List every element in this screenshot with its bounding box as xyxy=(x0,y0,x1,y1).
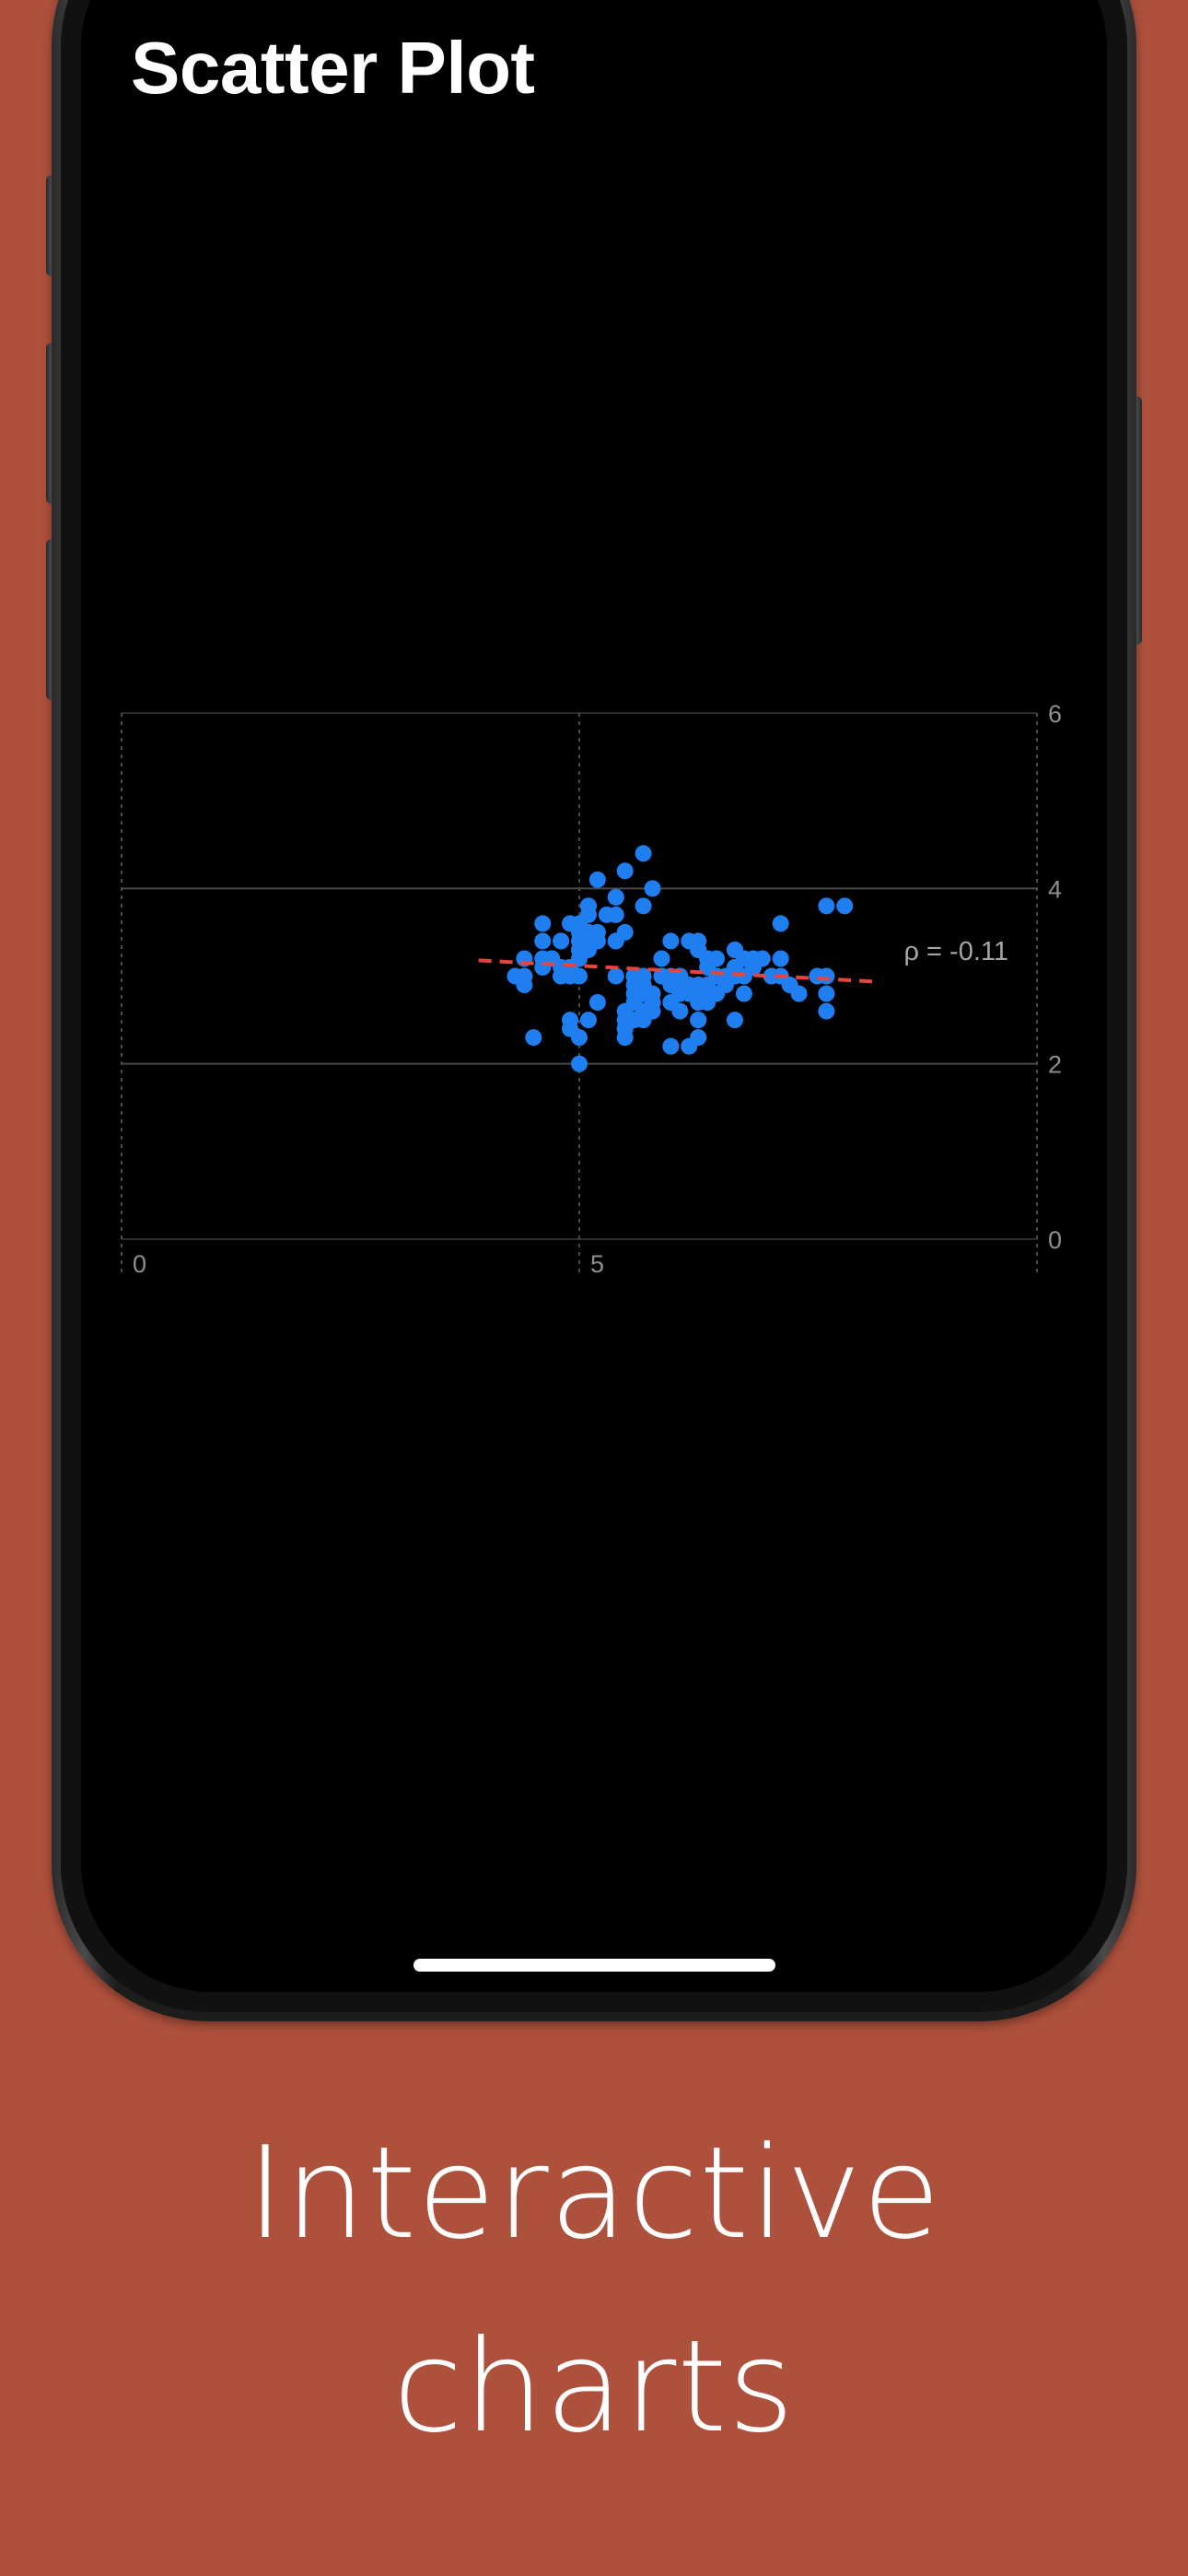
caption-line-1: Interactive xyxy=(246,2119,942,2267)
data-point[interactable] xyxy=(579,897,597,915)
chart-labels: 6 4 2 0 0 5 ρ = -0.11 xyxy=(133,700,1062,1278)
data-point[interactable] xyxy=(818,897,835,915)
data-point[interactable] xyxy=(616,923,634,941)
data-point[interactable] xyxy=(553,967,570,985)
home-indicator[interactable] xyxy=(413,1959,775,1972)
data-point[interactable] xyxy=(553,932,570,950)
data-point[interactable] xyxy=(726,1012,743,1029)
x-tick-label: 0 xyxy=(133,1250,146,1278)
data-point[interactable] xyxy=(772,950,789,967)
data-point[interactable] xyxy=(616,862,634,880)
data-point[interactable] xyxy=(772,915,789,932)
data-point[interactable] xyxy=(635,1012,652,1029)
data-point[interactable] xyxy=(588,871,606,888)
data-point[interactable] xyxy=(671,1002,689,1020)
data-point[interactable] xyxy=(625,985,643,1002)
data-point[interactable] xyxy=(653,950,670,967)
data-point[interactable] xyxy=(790,985,808,1002)
data-point[interactable] xyxy=(571,1055,588,1072)
correlation-annotation: ρ = -0.11 xyxy=(904,937,1009,966)
data-point[interactable] xyxy=(571,1029,588,1047)
data-point[interactable] xyxy=(662,932,680,950)
data-point[interactable] xyxy=(726,941,743,958)
data-point[interactable] xyxy=(818,967,835,985)
data-point[interactable] xyxy=(635,845,652,862)
data-point[interactable] xyxy=(534,932,552,950)
data-point[interactable] xyxy=(607,967,624,985)
data-point[interactable] xyxy=(662,1037,680,1055)
y-tick-label: 4 xyxy=(1048,875,1062,903)
data-point[interactable] xyxy=(681,932,698,950)
data-point[interactable] xyxy=(690,1012,707,1029)
trendline xyxy=(478,958,873,984)
data-point[interactable] xyxy=(818,1002,835,1020)
data-point[interactable] xyxy=(607,888,624,906)
data-point[interactable] xyxy=(516,967,533,985)
data-point[interactable] xyxy=(818,985,835,1002)
page-title: Scatter Plot xyxy=(131,27,535,109)
data-point[interactable] xyxy=(735,985,752,1002)
x-tick-label: 5 xyxy=(590,1250,604,1278)
data-point[interactable] xyxy=(635,897,652,915)
data-point[interactable] xyxy=(690,985,707,1002)
data-point[interactable] xyxy=(534,915,552,932)
chart-grid xyxy=(121,712,1038,1276)
data-point[interactable] xyxy=(653,967,670,985)
data-point[interactable] xyxy=(708,967,726,985)
data-point[interactable] xyxy=(571,941,588,958)
data-point[interactable] xyxy=(562,1012,579,1029)
data-point[interactable] xyxy=(579,1012,597,1029)
y-tick-label: 6 xyxy=(1048,700,1062,728)
data-point[interactable] xyxy=(836,897,854,915)
data-point[interactable] xyxy=(690,1029,707,1047)
chart-trendline-group xyxy=(478,958,873,984)
data-point[interactable] xyxy=(726,967,743,985)
data-point[interactable] xyxy=(644,880,661,897)
caption-line-2: charts xyxy=(392,2313,796,2461)
data-point[interactable] xyxy=(644,994,661,1012)
chart-points[interactable] xyxy=(507,845,854,1072)
data-point[interactable] xyxy=(598,906,615,923)
data-point[interactable] xyxy=(588,994,606,1012)
y-tick-label: 2 xyxy=(1048,1051,1062,1079)
y-tick-label: 0 xyxy=(1048,1226,1062,1254)
data-point[interactable] xyxy=(571,923,588,941)
data-point[interactable] xyxy=(525,1029,542,1047)
